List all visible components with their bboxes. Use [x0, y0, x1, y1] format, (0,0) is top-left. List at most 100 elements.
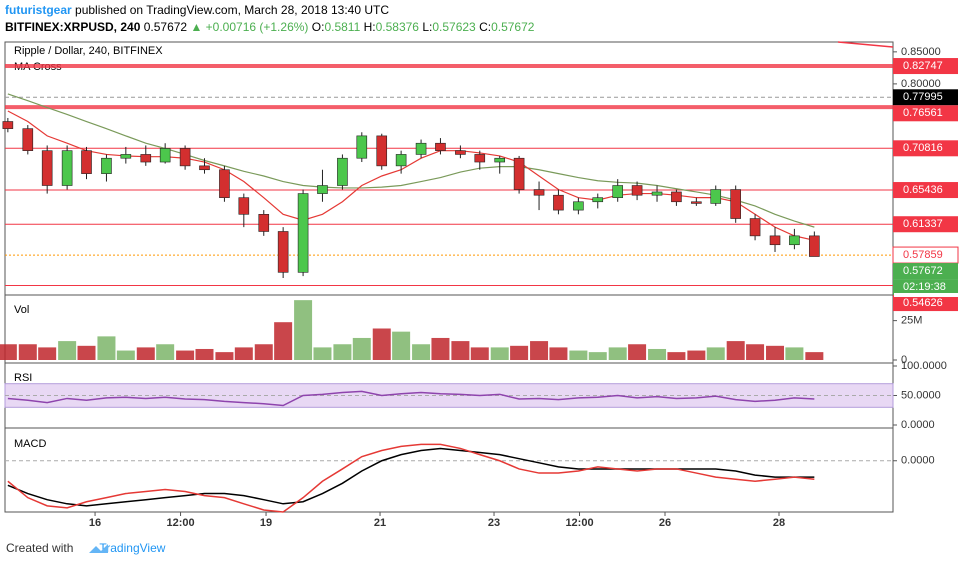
published: published on TradingView.com, March 28, …	[75, 3, 389, 17]
x-tick-label: 26	[659, 517, 671, 529]
author[interactable]: futuristgear	[5, 3, 72, 17]
panel-title: Vol	[14, 304, 29, 316]
indicator-line	[7, 443, 815, 513]
volume-bar	[77, 345, 96, 360]
volume-bar	[58, 341, 77, 360]
price-label: 0.82747	[903, 60, 943, 72]
candle-body	[356, 135, 368, 159]
candle-body	[199, 165, 210, 171]
o-label: O:	[311, 20, 325, 34]
candle-body	[710, 189, 722, 204]
panel-title: Ripple / Dollar, 240, BITFINEX	[14, 45, 163, 57]
volume-bar	[313, 347, 332, 360]
y-tick-label: 25M	[901, 315, 922, 327]
low: 0.57623	[432, 20, 476, 34]
volume-bar	[726, 341, 745, 360]
volume-bar	[274, 322, 293, 360]
candle-body	[41, 150, 53, 186]
logo	[89, 544, 108, 553]
volume-bar	[97, 336, 116, 360]
volume-bar	[156, 344, 175, 360]
candle-body	[376, 135, 388, 167]
candle-body	[513, 157, 525, 190]
c-label: C:	[479, 20, 492, 34]
volume-bar	[766, 345, 785, 360]
x-tick-label: 21	[374, 517, 386, 529]
l-label: L:	[422, 20, 433, 34]
volume-bar	[412, 344, 431, 360]
brand[interactable]: TradingView	[99, 541, 166, 555]
candle-body	[81, 150, 92, 174]
high: 0.58376	[375, 20, 419, 34]
volume-bar	[116, 350, 135, 360]
volume-bar	[0, 344, 17, 360]
candle-body	[533, 189, 545, 196]
change: ▲ +0.00716 (+1.26%)	[190, 20, 309, 34]
indicator-line	[7, 390, 815, 407]
candle-body	[789, 235, 800, 246]
volume-bar	[176, 350, 195, 360]
volume-bar	[18, 344, 37, 360]
candle-body	[553, 194, 564, 211]
h-label: H:	[363, 20, 376, 34]
candle-body	[219, 169, 230, 198]
last: 0.57672	[143, 20, 188, 34]
candle-body	[258, 214, 270, 232]
price-label-box	[893, 216, 958, 233]
candle-body	[395, 154, 407, 167]
candle-body	[455, 150, 466, 155]
volume-bar	[372, 328, 391, 360]
volume-bar	[608, 347, 627, 360]
footer: Created with TradingView	[6, 541, 165, 555]
volume-bar	[510, 345, 529, 360]
candle-body	[159, 148, 171, 163]
price-label-box	[893, 140, 958, 157]
volume-bar	[195, 348, 214, 360]
moving-average	[7, 93, 815, 228]
candle-body	[651, 191, 663, 196]
candle-body	[592, 197, 604, 203]
close: 0.57672	[491, 20, 535, 34]
candle-body	[179, 148, 191, 167]
volume-bar	[588, 352, 607, 360]
y-tick-label: 50.0000	[901, 389, 941, 401]
volume-bar	[687, 350, 706, 360]
volume-bar	[431, 337, 450, 360]
price-label: 0.57672	[903, 265, 943, 277]
candle-body	[317, 185, 328, 194]
countdown: 02:19:38	[903, 281, 946, 293]
candle-body	[612, 185, 624, 198]
panel-title: RSI	[14, 372, 32, 384]
volume-bar	[294, 300, 313, 360]
volume-bar	[805, 352, 824, 360]
volume-bar	[333, 344, 352, 360]
price-label: 0.76561	[903, 107, 943, 119]
price-label-box	[893, 89, 958, 106]
price-label-box	[893, 263, 958, 280]
candle-body	[297, 193, 309, 273]
candle-body	[337, 157, 348, 186]
candle-body	[474, 154, 486, 163]
candle-body	[2, 121, 14, 129]
volume-bar	[785, 347, 804, 360]
volume-bar	[648, 348, 667, 360]
axis-mask	[894, 293, 960, 297]
price-label: 0.65436	[903, 184, 943, 196]
header: futuristgear published on TradingView.co…	[5, 2, 534, 36]
candle-body	[749, 218, 761, 237]
candle-body	[61, 150, 73, 186]
countdown-box	[893, 279, 958, 296]
candle-body	[435, 142, 446, 151]
price-label: 0.70816	[903, 142, 943, 154]
price-label: 0.54626	[903, 297, 943, 309]
y-tick-label: 0.0000	[901, 455, 935, 467]
volume-bar	[667, 352, 686, 360]
price-label: 0.61337	[903, 218, 943, 230]
x-tick-label: 16	[89, 517, 101, 529]
symbol: BITFINEX:XRPUSD, 240	[5, 20, 141, 34]
candle-body	[140, 154, 152, 163]
volume-bar	[392, 331, 411, 360]
price-label: 0.57859	[903, 249, 943, 261]
